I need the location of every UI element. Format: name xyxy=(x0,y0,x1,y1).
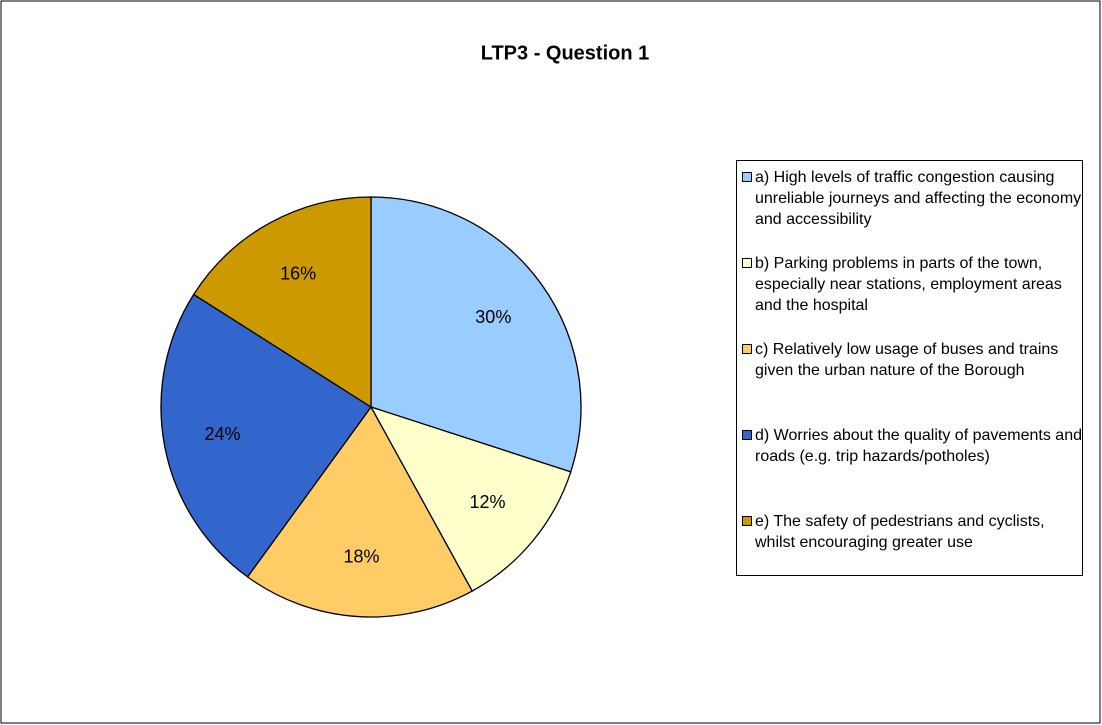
legend-marker xyxy=(742,516,752,526)
chart-title: LTP3 - Question 1 xyxy=(481,42,650,64)
legend-label: e) The safety of pedestrians and cyclist… xyxy=(755,513,1045,551)
legend-marker xyxy=(742,430,752,440)
legend-entry: a) High levels of traffic congestion cau… xyxy=(741,167,1085,230)
legend-marker xyxy=(742,344,752,354)
data-label: 24% xyxy=(204,424,240,444)
legend-entry: c) Relatively low usage of buses and tra… xyxy=(741,339,1085,381)
legend-marker xyxy=(742,172,752,182)
legend-entry: d) Worries about the quality of pavement… xyxy=(741,425,1085,467)
pie-slice xyxy=(160,293,372,578)
pie-slice xyxy=(370,196,582,473)
legend-label: a) High levels of traffic congestion cau… xyxy=(755,169,1082,228)
data-label: 16% xyxy=(280,263,316,283)
data-label: 18% xyxy=(343,547,379,567)
legend-label: b) Parking problems in parts of the town… xyxy=(755,255,1062,314)
data-label: 12% xyxy=(469,492,505,512)
pie-slice xyxy=(192,196,372,409)
legend-entry: b) Parking problems in parts of the town… xyxy=(741,253,1085,316)
pie-slice xyxy=(369,405,572,592)
data-label: 30% xyxy=(475,307,511,327)
legend-entry: e) The safety of pedestrians and cyclist… xyxy=(741,511,1085,553)
legend-marker xyxy=(742,258,752,268)
legend: a) High levels of traffic congestion cau… xyxy=(736,160,1083,576)
legend-label: d) Worries about the quality of pavement… xyxy=(755,427,1082,465)
legend-label: c) Relatively low usage of buses and tra… xyxy=(755,341,1059,379)
pie-slice xyxy=(246,405,474,618)
